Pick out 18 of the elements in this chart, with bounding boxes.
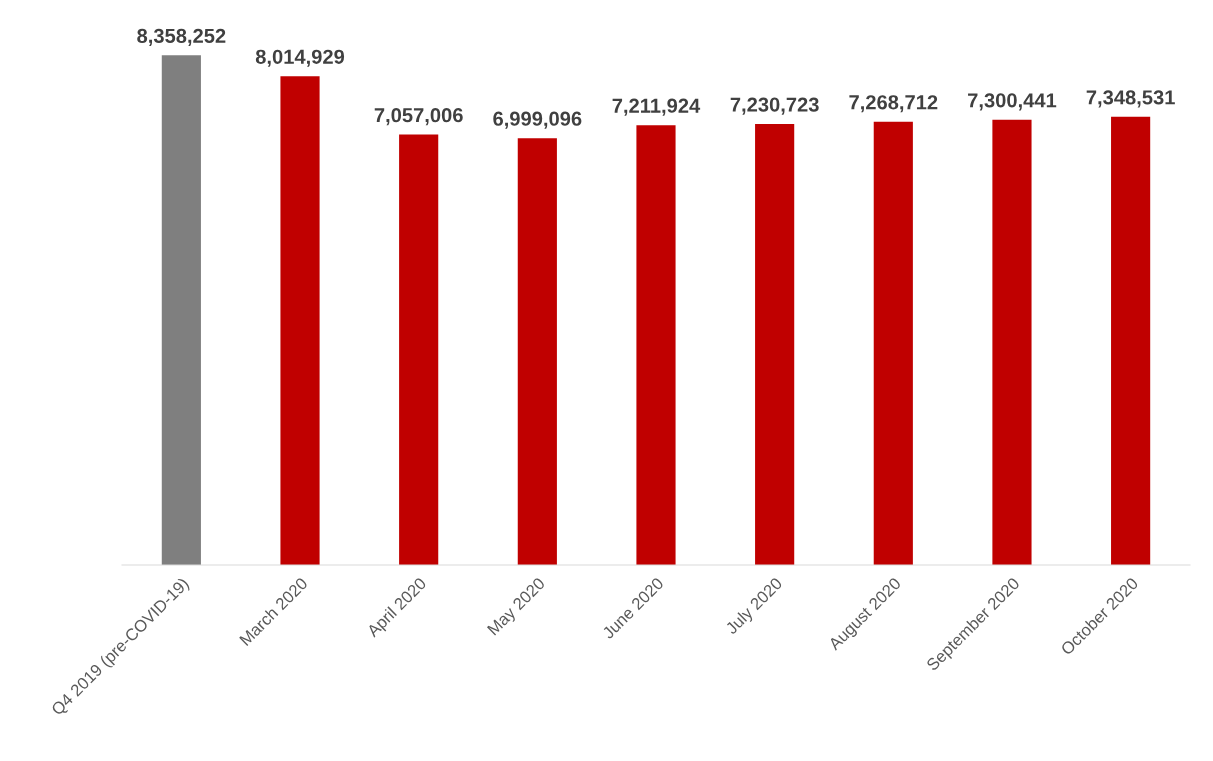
bar (636, 125, 676, 565)
bar (399, 134, 439, 565)
bar (873, 121, 913, 565)
data-label: 8,014,929 (255, 49, 345, 67)
data-label: 8,358,252 (137, 28, 226, 46)
data-label: 7,230,723 (730, 97, 819, 115)
bar (280, 76, 320, 565)
bar (992, 119, 1032, 565)
data-label: 6,999,096 (493, 111, 582, 129)
bar (517, 138, 557, 565)
bar (161, 55, 201, 565)
data-label: 7,211,924 (612, 98, 701, 116)
data-label: 7,300,441 (968, 93, 1057, 111)
data-label: 7,268,712 (849, 95, 938, 113)
data-label: 7,057,006 (374, 108, 463, 126)
bar (755, 124, 795, 565)
bar (1111, 116, 1151, 565)
data-label: 7,348,531 (1086, 90, 1175, 108)
